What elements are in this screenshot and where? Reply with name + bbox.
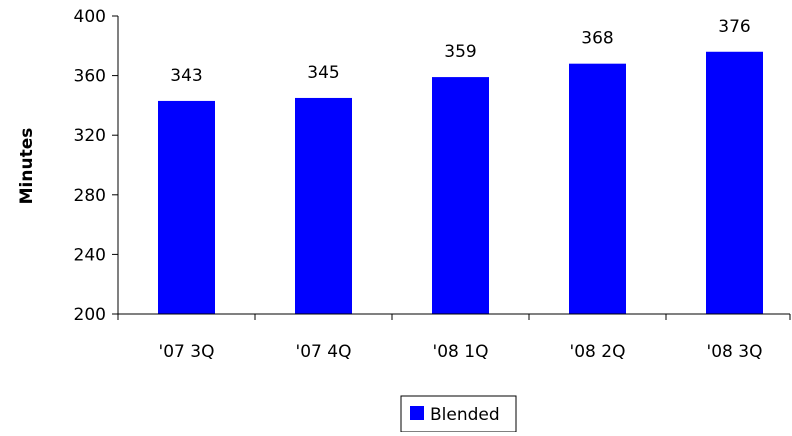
x-tick-label: '07 3Q <box>159 342 215 362</box>
legend-label-blended: Blended <box>430 405 500 425</box>
data-label: 359 <box>444 42 476 62</box>
bar <box>706 52 763 314</box>
x-axis-ticks: '07 3Q '07 4Q '08 1Q '08 2Q '08 3Q <box>118 314 790 362</box>
y-tick-label: 360 <box>74 67 106 87</box>
x-tick-label: '08 2Q <box>570 342 626 362</box>
y-tick-label: 200 <box>74 305 106 325</box>
y-tick-label: 240 <box>74 245 106 265</box>
data-label: 368 <box>581 29 613 49</box>
legend: Blended <box>401 396 516 432</box>
data-label: 376 <box>718 17 750 37</box>
bar <box>158 101 215 314</box>
y-tick-label: 280 <box>74 186 106 206</box>
legend-swatch <box>410 406 424 420</box>
bar <box>432 77 489 314</box>
x-tick-label: '07 4Q <box>296 342 352 362</box>
y-tick-label: 320 <box>74 126 106 146</box>
y-axis-ticks: 200 240 280 320 360 400 <box>74 7 118 325</box>
x-tick-label: '08 1Q <box>433 342 489 362</box>
bars <box>158 52 763 314</box>
bar <box>569 64 626 314</box>
data-label: 343 <box>170 66 202 86</box>
y-tick-label: 400 <box>74 7 106 27</box>
y-axis-title: Minutes <box>17 128 37 205</box>
bar <box>295 98 352 314</box>
x-tick-label: '08 3Q <box>707 342 763 362</box>
data-label: 345 <box>307 63 339 83</box>
data-labels: 343 345 359 368 376 <box>170 17 750 86</box>
